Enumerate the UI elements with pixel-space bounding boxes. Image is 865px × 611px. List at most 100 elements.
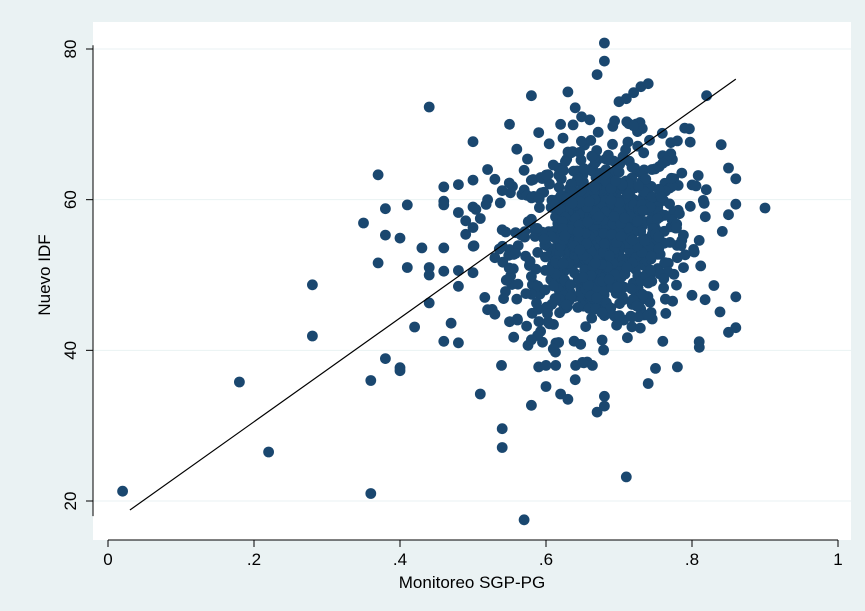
data-point [565, 279, 576, 291]
data-point [532, 247, 544, 258]
data-point [574, 147, 585, 158]
data-point [496, 442, 508, 453]
data-point [614, 310, 625, 322]
data-point [716, 226, 728, 237]
data-point [598, 344, 609, 356]
data-point [660, 308, 672, 319]
data-point [372, 257, 384, 269]
data-point [606, 229, 618, 240]
data-point [699, 211, 711, 223]
data-point [522, 153, 533, 165]
data-point [582, 216, 594, 228]
data-point [401, 199, 413, 211]
data-point [609, 115, 620, 127]
data-point [723, 209, 734, 221]
x-tick-label-3: .6 [539, 550, 553, 569]
data-point [699, 294, 711, 306]
data-point [730, 291, 742, 303]
data-point [610, 175, 621, 187]
data-point [730, 198, 742, 210]
data-point [358, 217, 369, 229]
data-point [675, 240, 687, 252]
x-tick-label-4: .8 [685, 550, 699, 569]
data-point [672, 361, 683, 373]
data-point [263, 446, 274, 458]
data-point [591, 292, 602, 304]
gridlines [93, 48, 851, 502]
data-point [520, 288, 532, 299]
data-point [585, 270, 597, 281]
data-point [655, 191, 667, 203]
data-point [692, 170, 704, 181]
data-point [659, 257, 671, 269]
data-point [708, 280, 720, 291]
data-point [622, 332, 633, 344]
data-point [612, 281, 623, 293]
data-point [613, 197, 625, 209]
x-tick-label-0: 0 [103, 550, 112, 569]
data-point [640, 173, 652, 185]
data-point [496, 224, 508, 236]
data-point [684, 136, 696, 148]
y-axis-title: Nuevo IDF [35, 234, 54, 315]
data-point [619, 212, 630, 224]
data-point [723, 162, 734, 174]
data-point [534, 202, 545, 214]
data-point [599, 400, 610, 412]
data-point [540, 381, 552, 392]
data-point [542, 316, 554, 328]
data-point [584, 196, 595, 208]
data-point [526, 399, 537, 411]
data-point [526, 271, 537, 282]
data-points [117, 37, 771, 526]
data-point [557, 258, 569, 270]
data-point [626, 161, 638, 173]
data-point [498, 293, 509, 304]
data-point [590, 257, 601, 269]
data-point [549, 293, 561, 304]
data-point [542, 308, 553, 319]
data-point [559, 230, 571, 242]
data-point [510, 248, 521, 259]
x-tick-label-1: .2 [247, 550, 261, 569]
data-point [679, 122, 691, 134]
data-point [587, 360, 598, 371]
data-point [656, 127, 668, 139]
data-point [526, 90, 537, 102]
data-point [613, 166, 625, 178]
data-point [639, 235, 650, 247]
data-point [676, 167, 688, 179]
data-point [560, 299, 572, 311]
data-point [653, 231, 664, 243]
data-point [572, 226, 584, 238]
data-point [674, 208, 685, 220]
data-point [438, 199, 450, 211]
data-point [533, 127, 545, 138]
data-point [496, 360, 507, 371]
data-point [591, 69, 603, 80]
data-point [540, 169, 552, 181]
data-point [599, 169, 611, 181]
data-point [678, 262, 689, 273]
data-point [632, 215, 643, 227]
data-point [575, 185, 587, 197]
data-point [504, 118, 515, 130]
y-tick-label-1: 40 [61, 341, 80, 360]
data-point [438, 265, 450, 277]
data-point [438, 335, 450, 347]
data-point [543, 138, 555, 150]
data-point [549, 199, 561, 211]
data-point [715, 139, 727, 151]
data-point [531, 223, 543, 234]
data-point [599, 390, 610, 402]
data-point [526, 334, 537, 346]
data-point [394, 232, 406, 244]
data-point [489, 252, 501, 264]
data-point [503, 262, 515, 274]
data-point [642, 78, 654, 90]
data-point [550, 360, 562, 371]
data-point [453, 337, 464, 349]
data-point [645, 250, 657, 262]
data-point [494, 197, 506, 209]
data-point [467, 222, 479, 233]
